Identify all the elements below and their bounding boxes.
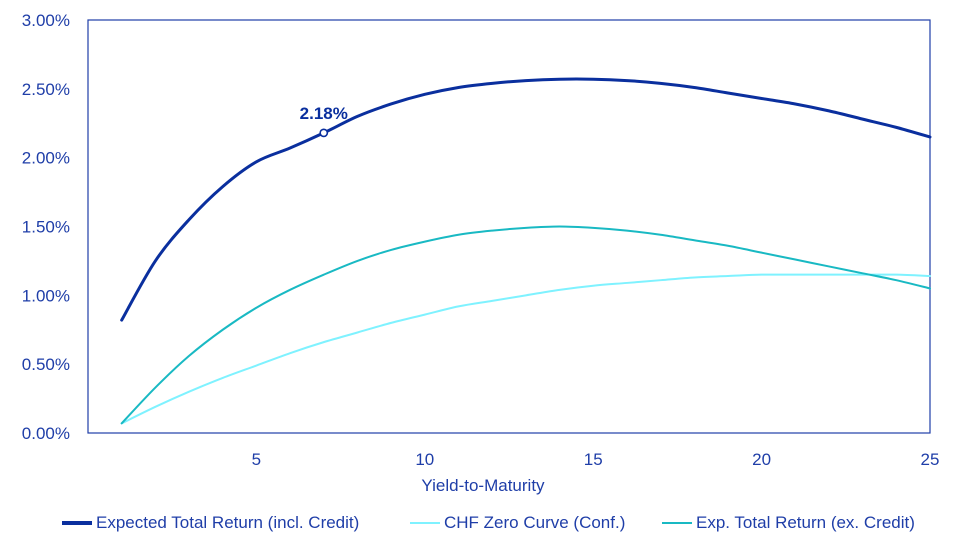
series-line-chf-zero [120,273,931,425]
annotation-label: 2.18% [300,104,348,123]
plot-frame [87,19,931,434]
y-axis: 0.00% 0.50% 1.00% 1.50% 2.00% 2.50% 3.00% [22,11,70,443]
y-tick-label: 1.50% [22,218,70,237]
annotation-layer: 2.18% [300,104,348,138]
y-tick-label: 0.00% [22,424,70,443]
y-tick-label: 2.50% [22,80,70,99]
line-chart: 0.00% 0.50% 1.00% 1.50% 2.00% 2.50% 3.00% 5 10 1… [22,11,940,495]
legend-item-chf-zero[interactable]: CHF Zero Curve (Conf.) [410,508,625,538]
y-tick-label: 1.00% [22,286,70,305]
legend-swatch-chf-zero [410,521,440,525]
legend-item-exp-ex-credit[interactable]: Exp. Total Return (ex. Credit) [662,508,915,538]
annotation-marker [319,128,329,138]
y-tick-label: 3.00% [22,11,70,30]
x-tick-label: 10 [415,450,434,469]
y-tick-label: 2.00% [22,149,70,168]
legend-item-expected-total[interactable]: Expected Total Return (incl. Credit) [62,508,359,538]
y-tick-label: 0.50% [22,355,70,374]
legend-label: Exp. Total Return (ex. Credit) [696,513,915,532]
legend-label: Expected Total Return (incl. Credit) [96,513,360,532]
legend-label: CHF Zero Curve (Conf.) [444,513,626,532]
legend-swatch-expected-total [62,521,92,525]
x-tick-label: 5 [252,450,261,469]
x-axis-title: Yield-to-Maturity [421,476,545,495]
x-tick-label: 15 [584,450,603,469]
series-line-expected-total [120,77,932,322]
series-line-exp-ex-credit [120,225,931,425]
legend: Expected Total Return (incl. Credit) CHF… [0,508,960,538]
x-axis: 5 10 15 20 25 [252,450,940,469]
x-tick-label: 20 [752,450,771,469]
legend-swatch-exp-ex-credit [662,521,692,525]
series-layer [120,77,932,425]
x-tick-label: 25 [921,450,940,469]
